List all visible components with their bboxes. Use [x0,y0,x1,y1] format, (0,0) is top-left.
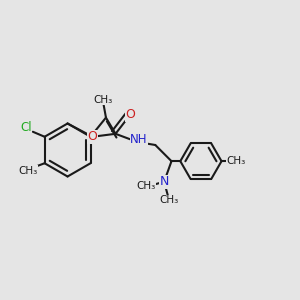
Text: O: O [125,108,135,121]
Text: O: O [88,130,98,143]
Text: N: N [159,175,169,188]
Text: CH₃: CH₃ [93,95,112,105]
Text: CH₃: CH₃ [18,166,38,176]
Text: CH₃: CH₃ [226,156,246,166]
Text: NH: NH [130,133,148,146]
Text: Cl: Cl [20,122,32,134]
Text: CH₃: CH₃ [159,195,178,205]
Text: CH₃: CH₃ [136,181,155,191]
